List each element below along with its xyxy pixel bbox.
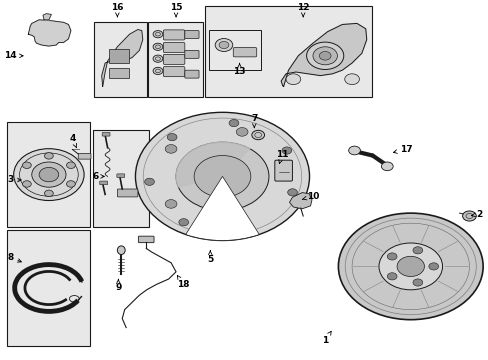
Circle shape bbox=[381, 162, 392, 171]
Circle shape bbox=[236, 217, 247, 225]
Circle shape bbox=[319, 51, 330, 60]
Text: 17: 17 bbox=[393, 145, 411, 154]
Text: 8: 8 bbox=[8, 253, 21, 262]
Polygon shape bbox=[28, 20, 71, 46]
Text: 14: 14 bbox=[4, 51, 23, 60]
Circle shape bbox=[179, 219, 188, 226]
Text: 13: 13 bbox=[233, 63, 245, 77]
FancyBboxPatch shape bbox=[184, 50, 199, 58]
Circle shape bbox=[228, 120, 238, 127]
Text: 7: 7 bbox=[250, 114, 257, 127]
Circle shape bbox=[344, 74, 359, 85]
Circle shape bbox=[219, 41, 228, 49]
Bar bbox=[208, 30, 260, 70]
Circle shape bbox=[251, 130, 264, 140]
FancyBboxPatch shape bbox=[163, 30, 184, 40]
Circle shape bbox=[66, 181, 75, 187]
FancyBboxPatch shape bbox=[117, 174, 124, 177]
Text: 16: 16 bbox=[111, 3, 123, 17]
Circle shape bbox=[32, 162, 66, 187]
FancyBboxPatch shape bbox=[184, 31, 199, 39]
Text: 11: 11 bbox=[275, 150, 288, 163]
Circle shape bbox=[338, 213, 482, 320]
Circle shape bbox=[243, 224, 252, 231]
Circle shape bbox=[312, 47, 337, 65]
Circle shape bbox=[348, 146, 360, 155]
FancyBboxPatch shape bbox=[184, 70, 199, 78]
FancyBboxPatch shape bbox=[100, 181, 107, 185]
Text: 10: 10 bbox=[302, 192, 319, 201]
Bar bbox=[94, 22, 146, 97]
Circle shape bbox=[176, 142, 268, 211]
FancyBboxPatch shape bbox=[102, 132, 110, 136]
Circle shape bbox=[412, 247, 422, 254]
FancyBboxPatch shape bbox=[163, 67, 184, 77]
Circle shape bbox=[39, 167, 59, 182]
Circle shape bbox=[44, 153, 53, 159]
Polygon shape bbox=[281, 23, 366, 86]
Bar bbox=[7, 230, 90, 346]
Circle shape bbox=[22, 181, 31, 187]
Text: 6: 6 bbox=[92, 172, 104, 181]
FancyBboxPatch shape bbox=[163, 42, 184, 53]
Text: 3: 3 bbox=[8, 175, 21, 184]
FancyBboxPatch shape bbox=[163, 54, 184, 64]
Circle shape bbox=[215, 39, 232, 51]
Circle shape bbox=[412, 279, 422, 286]
Text: 5: 5 bbox=[207, 251, 213, 264]
Bar bbox=[205, 6, 371, 97]
Circle shape bbox=[194, 156, 250, 197]
FancyBboxPatch shape bbox=[138, 236, 154, 243]
Circle shape bbox=[285, 74, 300, 85]
Bar bbox=[108, 68, 129, 78]
Bar bbox=[108, 49, 129, 63]
Ellipse shape bbox=[117, 246, 125, 255]
Circle shape bbox=[287, 189, 297, 196]
Circle shape bbox=[14, 149, 84, 201]
Text: 9: 9 bbox=[115, 279, 122, 292]
Text: 4: 4 bbox=[69, 134, 76, 148]
Text: 15: 15 bbox=[169, 3, 182, 17]
Circle shape bbox=[22, 162, 31, 168]
Polygon shape bbox=[102, 30, 142, 86]
Circle shape bbox=[66, 162, 75, 168]
Circle shape bbox=[153, 43, 163, 50]
Text: 1: 1 bbox=[322, 331, 330, 345]
FancyBboxPatch shape bbox=[233, 48, 256, 57]
Circle shape bbox=[396, 256, 424, 276]
Circle shape bbox=[135, 112, 309, 240]
Bar bbox=[147, 22, 203, 97]
Circle shape bbox=[165, 199, 177, 208]
FancyBboxPatch shape bbox=[274, 160, 292, 181]
Bar bbox=[93, 130, 149, 227]
Circle shape bbox=[386, 253, 396, 260]
FancyBboxPatch shape bbox=[117, 189, 138, 197]
Circle shape bbox=[144, 178, 154, 185]
Circle shape bbox=[306, 42, 343, 69]
FancyBboxPatch shape bbox=[78, 153, 91, 159]
Polygon shape bbox=[289, 193, 311, 209]
Circle shape bbox=[378, 243, 442, 290]
Circle shape bbox=[386, 273, 396, 280]
Text: 12: 12 bbox=[296, 3, 309, 17]
Circle shape bbox=[428, 263, 438, 270]
Text: 18: 18 bbox=[177, 275, 189, 289]
Circle shape bbox=[462, 211, 475, 221]
Polygon shape bbox=[176, 142, 249, 187]
Text: 2: 2 bbox=[470, 210, 481, 219]
Circle shape bbox=[153, 67, 163, 75]
Polygon shape bbox=[43, 14, 51, 20]
Circle shape bbox=[236, 127, 247, 136]
Circle shape bbox=[153, 31, 163, 38]
Circle shape bbox=[153, 55, 163, 62]
Wedge shape bbox=[185, 176, 259, 240]
Bar bbox=[7, 122, 90, 227]
Circle shape bbox=[167, 134, 177, 141]
Circle shape bbox=[44, 190, 53, 197]
Circle shape bbox=[280, 172, 291, 181]
Circle shape bbox=[165, 145, 177, 153]
Circle shape bbox=[282, 147, 291, 154]
